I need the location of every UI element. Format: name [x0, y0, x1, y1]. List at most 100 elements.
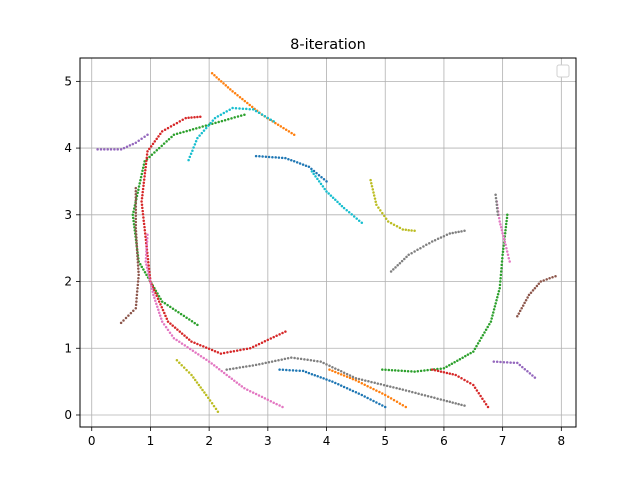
- data-point: [501, 250, 505, 254]
- data-point: [199, 386, 202, 389]
- data-point: [500, 260, 504, 263]
- data-point: [502, 244, 505, 247]
- data-point: [240, 385, 244, 388]
- data-point: [137, 139, 140, 142]
- data-point: [496, 213, 500, 217]
- data-point: [492, 308, 496, 311]
- data-point: [277, 156, 281, 159]
- data-point: [157, 308, 160, 311]
- data-point: [551, 276, 554, 279]
- data-point: [357, 219, 361, 222]
- data-point: [339, 384, 343, 387]
- data-point: [497, 289, 501, 293]
- data-point: [225, 373, 228, 377]
- data-point: [329, 194, 333, 197]
- data-point: [266, 398, 270, 402]
- y-tick-label: 3: [64, 208, 72, 222]
- data-point: [426, 394, 430, 398]
- x-tick-label: 4: [323, 434, 331, 448]
- data-point: [188, 347, 192, 351]
- data-point: [439, 367, 442, 370]
- data-point: [214, 121, 217, 125]
- data-point: [142, 181, 146, 184]
- data-point: [484, 328, 488, 332]
- data-point: [476, 342, 480, 345]
- data-point: [505, 246, 508, 250]
- data-point: [143, 225, 146, 229]
- data-point: [191, 349, 195, 353]
- data-point: [502, 234, 505, 238]
- data-point: [134, 217, 138, 221]
- data-point: [155, 302, 158, 306]
- data-point: [398, 261, 402, 265]
- data-point: [135, 296, 138, 300]
- data-point: [495, 206, 499, 210]
- data-point: [275, 334, 278, 338]
- data-point: [169, 322, 172, 325]
- data-point: [143, 172, 147, 175]
- data-point: [316, 177, 319, 181]
- data-point: [230, 377, 234, 381]
- data-point: [400, 259, 404, 263]
- data-point: [278, 333, 281, 336]
- data-point: [281, 368, 285, 372]
- data-point: [287, 157, 290, 161]
- data-point: [315, 171, 318, 175]
- data-point: [142, 216, 145, 219]
- data-point: [169, 125, 173, 128]
- data-point: [209, 121, 212, 125]
- data-point: [228, 108, 231, 111]
- data-point: [301, 163, 305, 166]
- data-point: [494, 302, 497, 305]
- data-point: [342, 371, 346, 374]
- data-point: [334, 370, 337, 374]
- data-point: [504, 243, 507, 247]
- data-point: [307, 371, 311, 375]
- data-point: [212, 404, 216, 408]
- data-point: [384, 368, 387, 372]
- data-point: [184, 116, 187, 120]
- data-point: [539, 280, 543, 283]
- data-point: [360, 221, 364, 225]
- data-point: [348, 374, 352, 377]
- data-point: [348, 376, 352, 380]
- data-point: [134, 193, 138, 196]
- data-point: [384, 217, 388, 220]
- data-point: [370, 380, 373, 384]
- data-point: [141, 166, 145, 169]
- data-point: [385, 384, 389, 388]
- data-point: [352, 215, 356, 218]
- data-point: [136, 286, 139, 290]
- data-point: [144, 168, 147, 172]
- data-point: [232, 367, 235, 370]
- data-point: [264, 155, 268, 159]
- axis-ticks: 0 1 2 3 4 5 6 7 8 0 1 2 3 4 5: [64, 74, 565, 448]
- data-point: [436, 237, 440, 241]
- data-point: [245, 365, 248, 368]
- data-point: [442, 367, 446, 370]
- data-point: [548, 277, 551, 280]
- data-point: [131, 142, 135, 146]
- trajectory-series: [187, 106, 275, 162]
- data-point: [185, 316, 188, 319]
- x-tick-label: 5: [381, 434, 389, 448]
- data-point: [461, 356, 464, 359]
- data-point: [190, 116, 193, 119]
- data-point: [239, 114, 243, 117]
- data-point: [238, 366, 242, 369]
- data-point: [413, 250, 416, 253]
- data-point: [363, 395, 366, 398]
- data-point: [144, 253, 148, 257]
- data-point: [210, 72, 214, 75]
- data-point: [505, 216, 509, 220]
- data-point: [154, 291, 157, 295]
- data-point: [383, 405, 387, 409]
- data-point: [466, 353, 470, 356]
- data-point: [345, 387, 349, 390]
- data-point: [258, 155, 261, 158]
- data-point: [204, 124, 208, 127]
- data-point: [201, 388, 204, 392]
- data-point: [159, 132, 162, 136]
- data-point: [113, 148, 116, 151]
- data-point: [284, 330, 287, 333]
